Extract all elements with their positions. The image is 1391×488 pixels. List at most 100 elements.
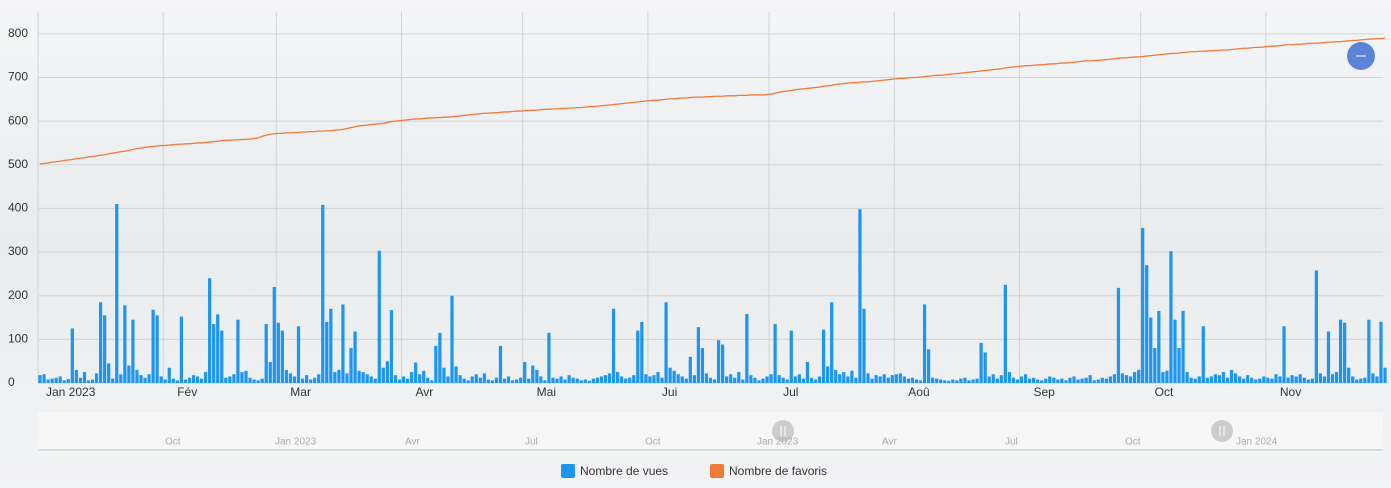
bar xyxy=(1072,376,1075,383)
navigator-label: Jan 2023 xyxy=(275,437,317,448)
bar xyxy=(491,380,494,383)
bar xyxy=(1278,376,1281,383)
bar xyxy=(543,380,546,383)
collapse-button[interactable] xyxy=(1347,42,1375,70)
bar xyxy=(834,370,837,383)
bar xyxy=(668,368,671,383)
bar xyxy=(923,304,926,383)
bar xyxy=(584,380,587,383)
bar xyxy=(798,374,801,383)
bar xyxy=(168,368,171,383)
bar xyxy=(1331,374,1334,383)
bar xyxy=(911,378,914,383)
bar xyxy=(1351,376,1354,383)
bar xyxy=(632,375,635,383)
y-tick-label: 300 xyxy=(8,244,28,258)
bar xyxy=(794,376,797,383)
bar xyxy=(620,376,623,383)
bar xyxy=(1056,380,1059,383)
bar xyxy=(1299,374,1302,383)
bar xyxy=(252,380,255,383)
bar xyxy=(765,376,768,383)
bar xyxy=(1246,375,1249,383)
bar xyxy=(1242,379,1245,383)
navigator[interactable] xyxy=(38,412,1383,452)
bar xyxy=(281,331,284,383)
bar xyxy=(539,376,542,383)
bar xyxy=(46,380,49,383)
bar xyxy=(366,374,369,383)
bar xyxy=(1307,380,1310,383)
bar xyxy=(1375,376,1378,383)
bar xyxy=(527,379,530,383)
navigator-handle[interactable] xyxy=(1211,420,1233,442)
bar xyxy=(265,324,268,383)
bar xyxy=(438,333,441,383)
bar xyxy=(1323,376,1326,383)
bar xyxy=(471,376,474,383)
bar xyxy=(596,378,599,383)
bar xyxy=(475,374,478,383)
bar xyxy=(996,379,999,383)
bar xyxy=(818,376,821,383)
bar xyxy=(576,379,579,383)
bar xyxy=(519,378,522,383)
bar xyxy=(103,315,106,383)
bar xyxy=(172,379,175,383)
bar xyxy=(1044,379,1047,383)
bar xyxy=(874,375,877,383)
bar xyxy=(1080,379,1083,383)
bar xyxy=(1311,379,1314,383)
bar xyxy=(580,380,583,383)
bar xyxy=(1048,376,1051,383)
bar xyxy=(1008,372,1011,383)
bar xyxy=(559,376,562,383)
bar xyxy=(139,375,142,383)
bar xyxy=(511,380,514,383)
bar xyxy=(572,378,575,383)
bar xyxy=(422,371,425,383)
bar xyxy=(1093,380,1096,383)
x-tick-label: Jan 2023 xyxy=(46,385,96,399)
bar xyxy=(1202,326,1205,383)
bar xyxy=(99,302,102,383)
navigator-label: Jan 2023 xyxy=(757,437,799,448)
bar xyxy=(228,376,231,383)
x-tick-label: Nov xyxy=(1280,385,1301,399)
bar xyxy=(802,379,805,383)
bar xyxy=(1097,380,1100,383)
bar xyxy=(858,209,861,383)
bar xyxy=(341,304,344,383)
bar xyxy=(83,372,86,383)
bar xyxy=(1214,374,1217,383)
bar xyxy=(1327,331,1330,383)
bar xyxy=(216,314,219,383)
bar xyxy=(147,374,150,383)
bar xyxy=(850,371,853,383)
x-tick-label: Jul xyxy=(783,385,798,399)
bar xyxy=(1371,373,1374,383)
bar xyxy=(870,379,873,383)
bar xyxy=(1335,372,1338,383)
bar xyxy=(406,379,409,383)
bar xyxy=(1359,379,1362,383)
y-tick-label: 100 xyxy=(8,332,28,346)
bar xyxy=(1383,368,1386,383)
bar xyxy=(370,376,373,383)
bar xyxy=(903,376,906,383)
bar xyxy=(1032,378,1035,383)
bar xyxy=(1206,378,1209,383)
bar xyxy=(458,375,461,383)
bar xyxy=(951,380,954,383)
bar xyxy=(119,374,122,383)
bar xyxy=(1291,375,1294,383)
bar xyxy=(1250,378,1253,383)
bar xyxy=(1181,311,1184,383)
x-tick-label: Avr xyxy=(416,385,434,399)
bar xyxy=(297,326,300,383)
bar xyxy=(1355,380,1358,383)
bar xyxy=(188,378,191,383)
x-tick-label: Sep xyxy=(1033,385,1055,399)
bar xyxy=(1173,320,1176,383)
bar xyxy=(915,380,918,383)
